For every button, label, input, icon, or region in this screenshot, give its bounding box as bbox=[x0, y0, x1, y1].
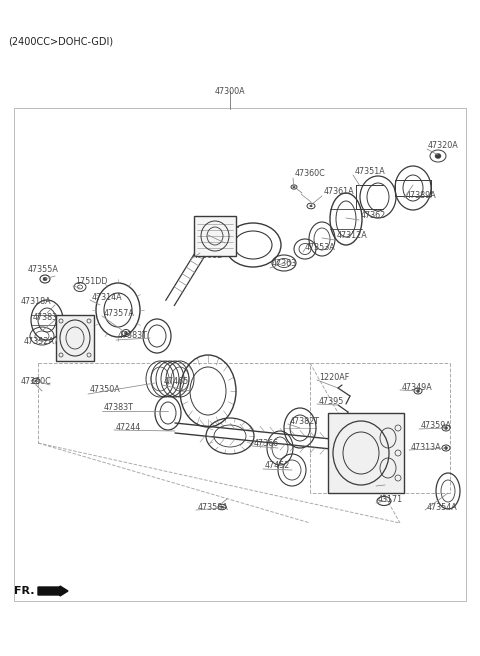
Text: 21513: 21513 bbox=[378, 478, 403, 487]
Text: 47354A: 47354A bbox=[427, 502, 458, 512]
Text: 47244: 47244 bbox=[116, 422, 141, 432]
Text: 47452: 47452 bbox=[265, 462, 290, 470]
Text: 47383T: 47383T bbox=[104, 403, 134, 413]
Ellipse shape bbox=[435, 154, 441, 159]
Text: 47383: 47383 bbox=[33, 312, 58, 321]
Text: 47353A: 47353A bbox=[305, 243, 336, 253]
Ellipse shape bbox=[35, 380, 37, 382]
Text: 47351A: 47351A bbox=[355, 167, 386, 176]
Ellipse shape bbox=[444, 426, 447, 430]
Bar bbox=[328, 413, 404, 493]
Text: 47362: 47362 bbox=[361, 211, 386, 220]
Text: 47320A: 47320A bbox=[428, 140, 459, 150]
Ellipse shape bbox=[43, 277, 47, 281]
Text: 47350A: 47350A bbox=[90, 386, 121, 394]
Text: 47383T: 47383T bbox=[118, 331, 148, 340]
Text: 47360C: 47360C bbox=[21, 377, 52, 386]
Text: 47358A: 47358A bbox=[198, 502, 229, 512]
Text: 47360C: 47360C bbox=[295, 169, 326, 178]
Text: (2400CC>DOHC-GDI): (2400CC>DOHC-GDI) bbox=[8, 37, 113, 47]
Bar bbox=[14, 108, 466, 601]
Text: 47352A: 47352A bbox=[24, 337, 55, 346]
Text: 47366: 47366 bbox=[254, 438, 279, 447]
Ellipse shape bbox=[417, 390, 420, 392]
Text: 47361A: 47361A bbox=[324, 188, 355, 197]
Text: 43171: 43171 bbox=[378, 495, 403, 504]
Text: 47313A: 47313A bbox=[411, 443, 442, 451]
Text: 47382T: 47382T bbox=[290, 417, 320, 426]
Text: FR.: FR. bbox=[14, 586, 35, 596]
Text: 47363: 47363 bbox=[272, 260, 297, 268]
Ellipse shape bbox=[310, 205, 312, 207]
Bar bbox=[56, 315, 94, 361]
Text: 47357A: 47357A bbox=[104, 308, 135, 318]
Ellipse shape bbox=[293, 186, 295, 188]
Text: 47314A: 47314A bbox=[92, 293, 122, 302]
Text: 47355A: 47355A bbox=[28, 266, 59, 274]
Bar bbox=[194, 216, 236, 256]
Text: 47308B: 47308B bbox=[193, 251, 224, 260]
Text: 47465: 47465 bbox=[164, 377, 189, 386]
Text: 47386T: 47386T bbox=[210, 226, 240, 236]
FancyArrow shape bbox=[38, 586, 68, 596]
Text: 1220AF: 1220AF bbox=[319, 373, 349, 382]
Ellipse shape bbox=[124, 331, 128, 335]
Text: 47300A: 47300A bbox=[215, 87, 245, 96]
Text: 47349A: 47349A bbox=[402, 382, 433, 392]
Text: 47395: 47395 bbox=[319, 396, 344, 405]
Text: 47359A: 47359A bbox=[421, 422, 452, 430]
Ellipse shape bbox=[221, 506, 223, 508]
Text: 1751DD: 1751DD bbox=[75, 277, 108, 287]
Ellipse shape bbox=[444, 447, 447, 449]
Text: 47312A: 47312A bbox=[337, 232, 368, 241]
Text: 47389A: 47389A bbox=[406, 190, 437, 199]
Text: 47318A: 47318A bbox=[21, 298, 52, 306]
